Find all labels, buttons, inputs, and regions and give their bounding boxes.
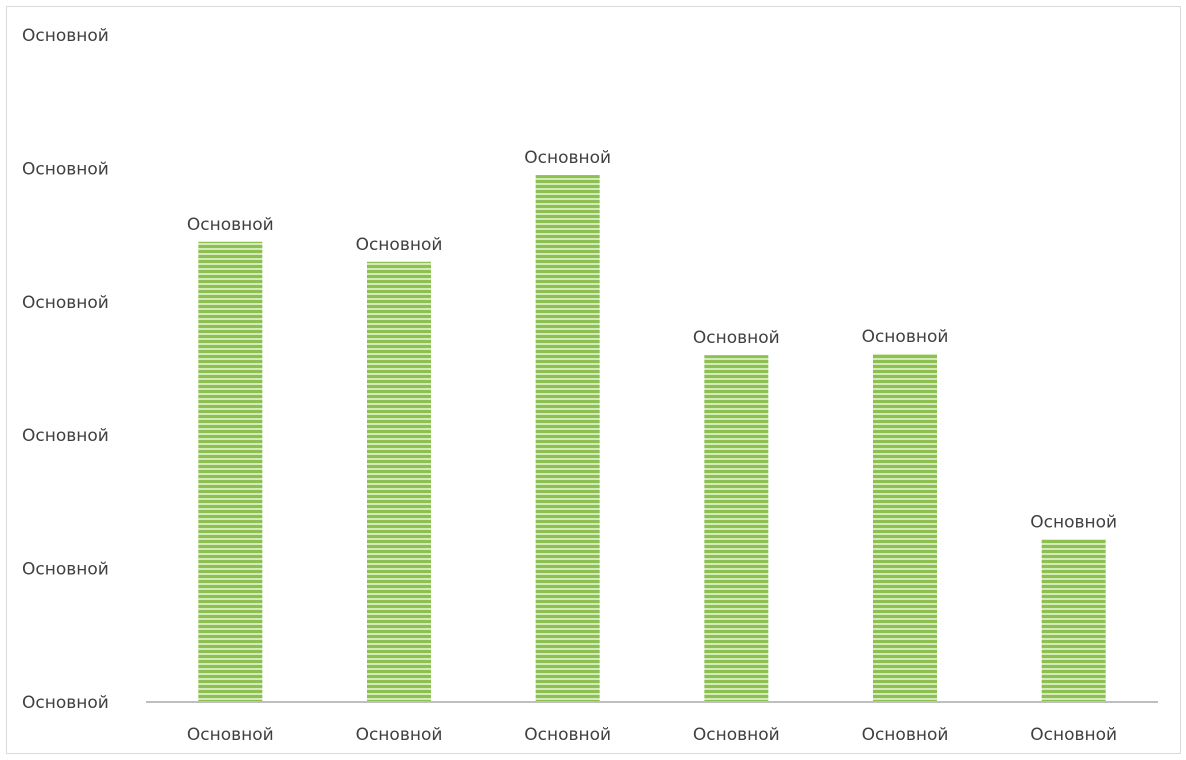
x-category-label: Основной xyxy=(862,725,949,745)
y-tick-label: Основной xyxy=(22,693,109,713)
bar-data-label: Основной xyxy=(524,148,611,168)
bar xyxy=(1041,539,1106,702)
y-tick-label: Основной xyxy=(22,293,109,313)
x-category-label: Основной xyxy=(1030,725,1117,745)
x-category-label: Основной xyxy=(187,725,274,745)
x-axis-category-labels: Основной Основной Основной Основной Основной… xyxy=(187,725,1117,745)
bar-data-label: Основной xyxy=(187,215,274,235)
bar xyxy=(873,353,937,702)
x-category-label: Основной xyxy=(693,725,780,745)
bar xyxy=(367,261,431,702)
y-tick-label: Основной xyxy=(22,159,109,179)
y-tick-label: Основной xyxy=(22,560,109,580)
bar xyxy=(704,355,769,702)
x-category-label: Основной xyxy=(524,725,611,745)
bars xyxy=(198,175,1106,702)
bar-data-label: Основной xyxy=(693,328,780,348)
bar xyxy=(198,241,263,702)
data-labels: Основной Основной Основной Основной Основной… xyxy=(187,148,1117,532)
x-category-label: Основной xyxy=(356,725,443,745)
bar-data-label: Основной xyxy=(356,235,443,255)
bar-data-label: Основной xyxy=(1030,512,1117,532)
bar xyxy=(535,175,600,702)
bar-data-label: Основной xyxy=(862,327,949,347)
y-tick-label: Основной xyxy=(22,26,109,46)
y-tick-label: Основной xyxy=(22,426,109,446)
y-axis-tick-labels: Основной Основной Основной Основной Основной… xyxy=(22,26,109,713)
